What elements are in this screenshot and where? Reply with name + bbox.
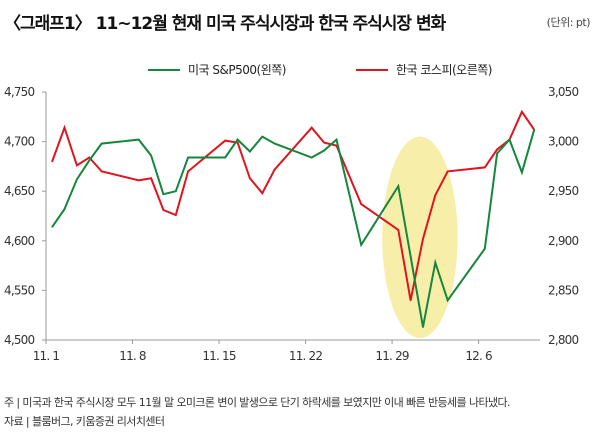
kospi-point — [323, 141, 325, 144]
sp500-point — [51, 226, 53, 228]
kospi-point — [137, 179, 140, 182]
legend: 미국 S&P500(왼쪽) 한국 코스피(오른쪽) — [0, 61, 600, 78]
x-tick-label: 11. 15 — [202, 349, 236, 363]
unit-label: (단위: pt) — [546, 16, 591, 29]
y-left-tick-label: 4,600 — [4, 234, 35, 248]
y-right-tick-label: 2,850 — [548, 283, 579, 297]
y-left-tick-label: 4,550 — [4, 283, 35, 297]
kospi-point — [446, 170, 449, 173]
y-left-tick-label: 4,500 — [4, 333, 35, 347]
y-right-tick-label: 2,900 — [548, 234, 579, 248]
sp500-point — [446, 299, 449, 302]
kospi-point — [360, 203, 362, 205]
legend-label-sp500: 미국 S&P500(왼쪽) — [188, 63, 286, 77]
kospi-point — [162, 209, 165, 211]
y-right-tick-label: 2,950 — [548, 184, 579, 198]
sp500-point — [261, 135, 264, 138]
sp500-point — [224, 156, 227, 159]
kospi-point — [150, 177, 152, 180]
sp500-point — [508, 138, 511, 141]
sp500-point — [483, 247, 486, 250]
kospi-point — [51, 160, 53, 163]
sp500-point — [496, 152, 498, 155]
sp500-point — [335, 138, 338, 141]
sp500-point — [137, 138, 140, 141]
legend-swatch-sp500 — [148, 68, 181, 71]
kospi-point — [236, 141, 239, 144]
footnote: 주 | 미국과 한국 주식시장 모두 11월 말 오미크론 변이 발생으로 단기… — [4, 396, 511, 409]
legend-item-sp500: 미국 S&P500(왼쪽) — [148, 61, 286, 78]
y-left-tick-label: 4,750 — [4, 85, 35, 99]
kospi-point — [249, 177, 251, 180]
chart-title: 〈그래프1〉 11~12월 현재 미국 주식시장과 한국 주식시장 변화 — [4, 14, 446, 34]
kospi-point — [224, 139, 227, 142]
x-tick-label: 11. 1 — [33, 349, 60, 363]
kospi-point — [273, 168, 276, 171]
sp500-point — [63, 208, 66, 210]
sp500-point — [310, 156, 313, 159]
kospi-point — [174, 214, 177, 216]
kospi-point — [88, 156, 91, 159]
y-right-tick-label: 3,000 — [548, 135, 579, 149]
legend-swatch-kospi — [355, 68, 388, 71]
y-left-tick-label: 4,650 — [4, 184, 35, 198]
kospi-point — [397, 229, 400, 231]
sp500-point — [521, 171, 523, 174]
x-tick-label: 11. 22 — [289, 349, 323, 363]
kospi-point — [261, 192, 264, 194]
legend-item-kospi: 한국 코스피(오른쪽) — [355, 61, 493, 78]
sp500-point — [273, 142, 276, 145]
sp500-point — [76, 178, 78, 181]
sp500-point — [533, 128, 536, 131]
sp500-point — [323, 149, 325, 152]
sp500-point — [88, 159, 91, 162]
kospi-line — [51, 109, 536, 301]
legend-label-kospi: 한국 코스피(오른쪽) — [395, 63, 493, 77]
sp500-point — [249, 150, 251, 153]
x-tick-label: 11. 29 — [375, 349, 409, 363]
x-tick-label: 11. 8 — [119, 349, 146, 363]
sp500-point — [150, 154, 152, 157]
y-left-tick-label: 4,700 — [4, 135, 35, 149]
sp500-point — [174, 190, 177, 192]
sp500-point — [422, 326, 424, 328]
sp500-point — [162, 193, 165, 195]
kospi-point — [521, 111, 523, 113]
kospi-point — [483, 166, 486, 169]
kospi-point — [187, 170, 189, 173]
sp500-line — [51, 129, 536, 328]
kospi-point — [63, 126, 66, 129]
sp500-point — [187, 156, 189, 159]
kospi-point — [434, 194, 437, 196]
kospi-point — [496, 148, 498, 151]
kospi-point — [310, 126, 313, 129]
sp500-point — [236, 138, 239, 141]
kospi-point — [422, 238, 424, 240]
x-tick-label: 12. 6 — [465, 349, 492, 363]
sp500-point — [397, 185, 400, 188]
kospi-point — [100, 170, 103, 173]
y-right-tick-label: 3,050 — [548, 85, 579, 99]
sp500-point — [100, 142, 103, 145]
sp500-point — [360, 243, 362, 246]
source-note: 자료 | 블룸버그, 키움증권 리서치센터 — [4, 415, 165, 428]
kospi-point — [76, 164, 78, 167]
sp500-point — [434, 261, 437, 264]
y-right-tick-label: 2,800 — [548, 333, 579, 347]
kospi-point — [409, 299, 412, 302]
